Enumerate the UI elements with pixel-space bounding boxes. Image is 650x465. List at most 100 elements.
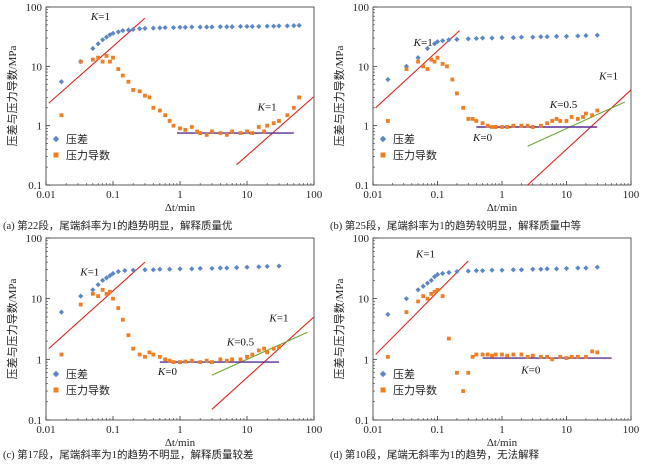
deriv-point bbox=[435, 287, 440, 292]
deriv-point bbox=[575, 354, 580, 359]
deriv-point bbox=[455, 91, 459, 96]
diff-point bbox=[563, 33, 570, 39]
legend-diff-label: 压差 bbox=[66, 132, 88, 146]
y-axis-label: 压差与压力导数/MPa bbox=[5, 278, 19, 379]
y-tick-label: 0.1 bbox=[28, 180, 42, 192]
deriv-point bbox=[595, 350, 600, 355]
deriv-point bbox=[416, 299, 420, 304]
chart-panel-d: 0.01 0.1 1 10 1000.1110100Δt/min压差与压力导数/MPaK… bbox=[332, 233, 640, 449]
deriv-point bbox=[470, 354, 475, 359]
diff-point bbox=[224, 24, 230, 30]
x-tick-label: 100 bbox=[623, 189, 640, 201]
ref-line-k05 bbox=[527, 101, 625, 147]
deriv-point bbox=[250, 352, 255, 357]
ref-line-k1 bbox=[375, 260, 469, 355]
diff-point bbox=[130, 267, 136, 273]
y-tick-label: 1 bbox=[364, 354, 370, 366]
deriv-point bbox=[493, 125, 498, 129]
deriv-point bbox=[265, 123, 270, 128]
deriv-point bbox=[385, 354, 390, 359]
deriv-point bbox=[538, 354, 543, 359]
diff-point bbox=[553, 266, 560, 272]
deriv-point bbox=[525, 354, 530, 359]
y-tick-label: 100 bbox=[353, 233, 370, 245]
legend-diff-marker bbox=[52, 135, 60, 143]
diff-point bbox=[465, 268, 471, 274]
deriv-point bbox=[218, 357, 223, 362]
legend-diff-label: 压差 bbox=[66, 367, 88, 381]
annotation-label: K=1 bbox=[598, 70, 618, 82]
deriv-point bbox=[262, 129, 267, 134]
diff-point bbox=[276, 263, 282, 269]
deriv-point bbox=[569, 115, 574, 119]
deriv-point bbox=[218, 131, 223, 135]
diff-point bbox=[130, 26, 136, 32]
deriv-point bbox=[78, 59, 83, 64]
diff-point bbox=[58, 79, 65, 85]
diff-point bbox=[499, 34, 505, 41]
deriv-point bbox=[445, 64, 449, 69]
deriv-point bbox=[480, 352, 485, 357]
deriv-point bbox=[595, 108, 600, 113]
deriv-point bbox=[108, 59, 112, 64]
deriv-point bbox=[474, 352, 479, 357]
deriv-point bbox=[271, 346, 276, 351]
deriv-point bbox=[183, 359, 188, 364]
diff-point bbox=[415, 287, 421, 293]
deriv-point bbox=[111, 55, 115, 60]
diff-point bbox=[170, 24, 177, 31]
diff-point bbox=[150, 25, 156, 31]
legend-diff-marker bbox=[52, 370, 60, 378]
y-axis-label: 压差与压力导数/MPa bbox=[5, 45, 19, 146]
deriv-point bbox=[530, 125, 535, 129]
diff-point bbox=[217, 265, 223, 271]
deriv-point bbox=[519, 352, 524, 357]
diff-point bbox=[594, 264, 600, 270]
deriv-point bbox=[432, 59, 437, 64]
deriv-point bbox=[96, 294, 101, 299]
deriv-point bbox=[435, 55, 440, 60]
deriv-point bbox=[189, 125, 194, 129]
diff-point bbox=[229, 24, 235, 30]
annotation-label: K=1 bbox=[257, 102, 277, 114]
y-tick-label: 100 bbox=[353, 2, 370, 14]
diff-point bbox=[95, 41, 101, 47]
deriv-point bbox=[470, 117, 475, 121]
diff-point bbox=[209, 24, 215, 30]
diff-point bbox=[256, 23, 262, 30]
diff-point bbox=[583, 32, 589, 39]
x-tick-label: 0.1 bbox=[431, 189, 445, 201]
deriv-point bbox=[126, 79, 131, 84]
diff-point bbox=[197, 265, 203, 272]
diff-point bbox=[518, 267, 525, 273]
diff-point bbox=[530, 266, 536, 272]
deriv-point bbox=[157, 354, 162, 359]
diff-point bbox=[103, 34, 110, 40]
diff-point bbox=[440, 270, 446, 277]
deriv-point bbox=[432, 289, 437, 294]
deriv-point bbox=[505, 353, 510, 358]
y-tick-label: 1 bbox=[364, 121, 370, 133]
deriv-point bbox=[111, 296, 115, 301]
deriv-point bbox=[147, 350, 152, 355]
x-tick-label: 0.1 bbox=[431, 424, 445, 436]
annotation-label: K=0.5 bbox=[549, 99, 578, 111]
deriv-point bbox=[171, 360, 176, 365]
x-axis-label: Δt/min bbox=[165, 437, 196, 449]
y-tick-label: 100 bbox=[26, 2, 43, 14]
diff-point bbox=[424, 280, 431, 286]
deriv-point bbox=[584, 111, 588, 116]
deriv-point bbox=[245, 129, 249, 134]
deriv-point bbox=[198, 131, 203, 135]
diff-point bbox=[479, 35, 486, 41]
diff-point bbox=[90, 287, 96, 293]
diff-point bbox=[499, 267, 505, 273]
deriv-point bbox=[455, 370, 459, 375]
x-tick-label: 100 bbox=[306, 189, 323, 201]
diff-point bbox=[209, 265, 215, 272]
deriv-point bbox=[550, 357, 555, 362]
deriv-point bbox=[104, 53, 109, 58]
diff-point bbox=[90, 45, 96, 52]
diff-point bbox=[120, 28, 126, 34]
